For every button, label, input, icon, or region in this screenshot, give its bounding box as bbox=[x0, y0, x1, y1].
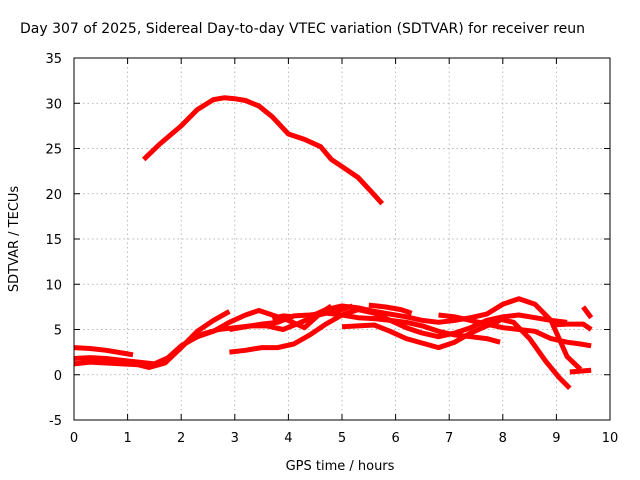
x-tick-label: 9 bbox=[552, 431, 560, 446]
y-tick-label: 30 bbox=[45, 97, 62, 112]
series-line-s7 bbox=[229, 307, 568, 355]
series-line-s8 bbox=[308, 296, 583, 372]
y-tick-label: 5 bbox=[54, 324, 62, 339]
series-line-s2 bbox=[73, 309, 231, 370]
y-tick-label: 35 bbox=[45, 52, 62, 67]
x-tick-label: 8 bbox=[499, 431, 507, 446]
y-tick-label: 25 bbox=[45, 143, 62, 158]
x-tick-label: 2 bbox=[177, 431, 185, 446]
x-tick-label: 0 bbox=[70, 431, 78, 446]
series-line-s6 bbox=[271, 313, 295, 322]
series-line-s9 bbox=[341, 318, 502, 351]
y-tick-label: 20 bbox=[45, 188, 62, 203]
x-tick-label: 5 bbox=[338, 431, 346, 446]
x-axis-label: GPS time / hours bbox=[286, 459, 395, 474]
y-tick-label: 0 bbox=[54, 369, 62, 384]
ticks bbox=[73, 57, 611, 421]
series-line-s4 bbox=[148, 303, 333, 369]
series-line-s1 bbox=[73, 345, 134, 358]
series-line-s10 bbox=[368, 302, 413, 316]
y-axis-label: SDTVAR / TECUs bbox=[7, 186, 22, 293]
chart-title: Day 307 of 2025, Sidereal Day-to-day VTE… bbox=[20, 21, 585, 37]
series-line-s12 bbox=[496, 316, 572, 391]
x-tick-label: 3 bbox=[231, 431, 239, 446]
x-tick-label: 7 bbox=[445, 431, 453, 446]
x-tick-label: 4 bbox=[284, 431, 292, 446]
series-layer bbox=[73, 95, 594, 391]
series-line-s13 bbox=[550, 321, 593, 332]
x-tick-label: 10 bbox=[602, 431, 619, 446]
x-tick-label: 6 bbox=[391, 431, 399, 446]
x-tick-label: 1 bbox=[123, 431, 131, 446]
y-tick-labels: -5 0 5 10 15 20 25 30 35 bbox=[45, 52, 62, 429]
series-line-s15 bbox=[569, 367, 592, 375]
y-tick-label: 15 bbox=[45, 233, 62, 248]
series-line-high-arc bbox=[141, 95, 385, 206]
y-tick-label: 10 bbox=[45, 278, 62, 293]
series-line-s14 bbox=[581, 305, 594, 320]
x-tick-labels: 0 1 2 3 4 5 6 7 8 9 10 bbox=[70, 431, 618, 446]
series-line-s3 bbox=[73, 310, 501, 367]
y-tick-label: -5 bbox=[49, 414, 62, 429]
